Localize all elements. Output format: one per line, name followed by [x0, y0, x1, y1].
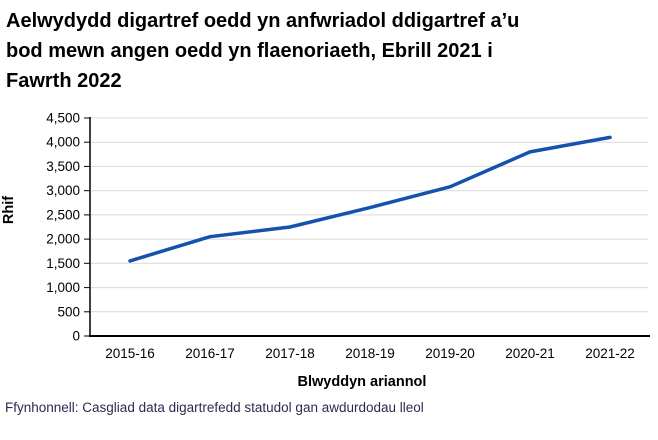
line-chart: 0 500 1,000 1,500 2,000 2,500 3,000 3,500 4,000 4…: [1, 111, 650, 390]
source-note: Ffynhonnell: Casgliad data digartrefedd …: [5, 400, 424, 415]
x-axis-labels: 2015-16 2016-17 2017-18 2018-19 2019-20 2020-…: [105, 346, 635, 361]
svg-text:2019-20: 2019-20: [425, 346, 475, 361]
svg-text:2,500: 2,500: [46, 207, 80, 222]
svg-text:4,500: 4,500: [46, 111, 80, 126]
svg-text:4,000: 4,000: [46, 135, 80, 150]
y-axis-title: Rhif: [1, 196, 17, 224]
svg-text:1,500: 1,500: [46, 256, 80, 271]
svg-text:500: 500: [57, 304, 80, 319]
svg-text:2020-21: 2020-21: [505, 346, 555, 361]
y-axis-labels: 0 500 1,000 1,500 2,000 2,500 3,000 3,500 4,000 4…: [46, 111, 80, 344]
svg-text:3,500: 3,500: [46, 159, 80, 174]
svg-text:2017-18: 2017-18: [265, 346, 315, 361]
svg-text:0: 0: [72, 329, 80, 344]
svg-text:2,000: 2,000: [46, 232, 80, 247]
gridlines: [90, 117, 648, 313]
x-axis-title: Blwyddyn ariannol: [298, 374, 427, 390]
chart-title-line-1: Aelwydydd digartref oedd yn anfwriadol d…: [6, 10, 520, 32]
svg-text:2015-16: 2015-16: [105, 346, 155, 361]
svg-text:1,000: 1,000: [46, 280, 80, 295]
chart-title: Aelwydydd digartref oedd yn anfwriadol d…: [6, 6, 658, 96]
svg-text:2018-19: 2018-19: [345, 346, 395, 361]
chart-title-line-3: Fawrth 2022: [6, 70, 122, 92]
svg-text:3,000: 3,000: [46, 183, 80, 198]
data-line: [128, 135, 612, 263]
svg-text:2021-22: 2021-22: [585, 346, 635, 361]
chart-title-line-2: bod mewn angen oedd yn flaenoriaeth, Ebr…: [6, 40, 493, 62]
y-axis-ticks: [84, 117, 90, 337]
svg-text:2016-17: 2016-17: [185, 346, 235, 361]
